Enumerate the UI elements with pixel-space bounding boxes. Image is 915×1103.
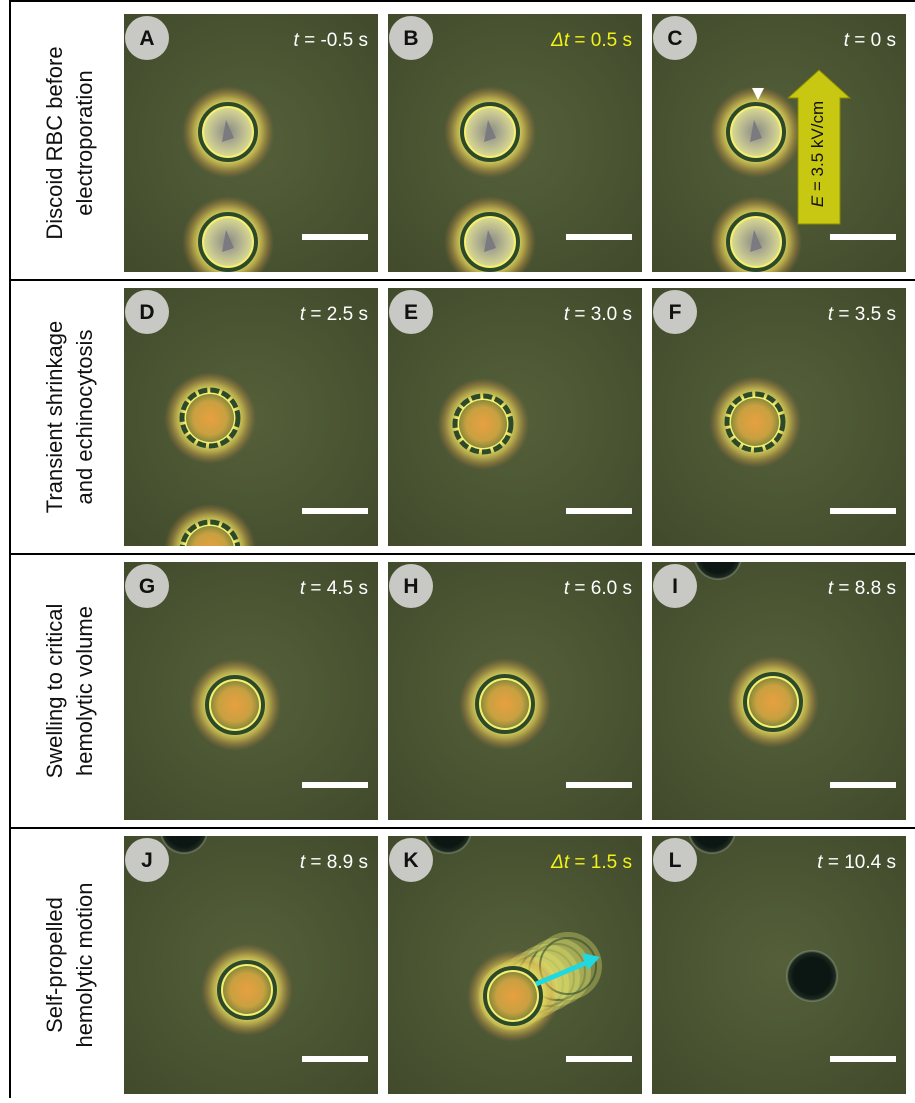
panel-letter: E <box>404 301 418 324</box>
panel: At = -0.5 s <box>124 14 378 288</box>
time-value: = 8.8 s <box>833 578 896 599</box>
scale-bar <box>302 508 368 514</box>
scale-bar <box>830 1056 896 1062</box>
figure: Discoid RBC beforeelectroporation At = -0… <box>0 0 915 1098</box>
panel: Dt = 2.5 s <box>124 288 378 596</box>
panel-image <box>388 14 642 288</box>
time-value: = 2.5 s <box>305 304 368 325</box>
scale-bar <box>830 782 896 788</box>
row-label: Swelling to critical <box>42 604 67 779</box>
time-label: Δt = 0.5 s <box>550 30 632 51</box>
time-label: t = 6.0 s <box>564 578 632 599</box>
panel-letter: B <box>403 27 418 50</box>
panel-letter: G <box>139 575 155 598</box>
panel: K Δt = 1.5 s <box>388 806 642 1094</box>
row-label: hemolytic volume <box>72 606 97 776</box>
time-label: t = 3.0 s <box>564 304 632 325</box>
time-value: = 3.5 s <box>833 304 896 325</box>
time-label: t = 3.5 s <box>828 304 896 325</box>
panel-image <box>652 14 906 288</box>
scale-bar <box>302 234 368 240</box>
panel-image <box>124 288 378 596</box>
time-symbol: Δt <box>550 30 570 51</box>
panel-letter: L <box>669 849 682 872</box>
scale-bar <box>566 508 632 514</box>
scale-bar <box>302 1056 368 1062</box>
time-label: t = -0.5 s <box>294 30 368 51</box>
cell-body <box>481 680 529 728</box>
panel-letter: F <box>669 301 682 324</box>
panel: B Δt = 0.5 s <box>388 14 642 288</box>
time-label: t = 0 s <box>844 30 896 51</box>
panel-image <box>124 14 378 288</box>
time-label: t = 2.5 s <box>300 304 368 325</box>
time-value: = 4.5 s <box>305 578 368 599</box>
panel-letter: D <box>139 301 154 324</box>
time-value: = 3.0 s <box>569 304 632 325</box>
time-label: t = 10.4 s <box>817 852 896 873</box>
panel-letter: A <box>139 27 154 50</box>
time-symbol: Δt <box>550 852 570 873</box>
row-label: and echinocytosis <box>72 330 97 505</box>
panel-letter: H <box>403 575 418 598</box>
panel-letter: I <box>672 575 678 598</box>
time-label: t = 8.8 s <box>828 578 896 599</box>
field-value: = 3.5 kV/cm <box>808 101 827 196</box>
scale-bar <box>830 234 896 240</box>
cell-body <box>731 398 779 446</box>
time-value: = 0 s <box>849 30 896 51</box>
cell-body <box>211 681 259 729</box>
cell-body <box>749 678 797 726</box>
panel: Jt = 8.9 s <box>124 806 378 1094</box>
field-label: E = 3.5 kV/cm <box>808 101 827 207</box>
row-label: Self-propelled <box>42 897 67 1033</box>
cell-body <box>489 972 537 1020</box>
scale-bar <box>302 782 368 788</box>
scale-bar <box>566 1056 632 1062</box>
panel: Lt = 10.4 s <box>652 806 906 1094</box>
panel-letter: C <box>667 27 682 50</box>
panel-letter: K <box>403 849 418 872</box>
time-label: t = 4.5 s <box>300 578 368 599</box>
cell-body <box>459 400 507 448</box>
time-value: = 1.5 s <box>569 852 632 873</box>
time-value: = 0.5 s <box>569 30 632 51</box>
time-value: = 10.4 s <box>823 852 896 873</box>
row-label: Transient shrinkage <box>42 321 67 513</box>
cell-body <box>186 394 234 442</box>
field-symbol: E <box>808 195 827 207</box>
scale-bar <box>830 508 896 514</box>
time-label: Δt = 1.5 s <box>550 852 632 873</box>
cell <box>786 950 838 1002</box>
row-label: hemolytic motion <box>72 882 97 1047</box>
time-value: = -0.5 s <box>299 30 368 51</box>
scale-bar <box>566 782 632 788</box>
time-value: = 6.0 s <box>569 578 632 599</box>
scale-bar <box>566 234 632 240</box>
time-value: = 8.9 s <box>305 852 368 873</box>
row-label: Discoid RBC before <box>42 46 67 239</box>
time-label: t = 8.9 s <box>300 852 368 873</box>
row-label: electroporation <box>72 70 97 216</box>
panel-letter: J <box>141 849 153 872</box>
cell-body <box>223 966 271 1014</box>
